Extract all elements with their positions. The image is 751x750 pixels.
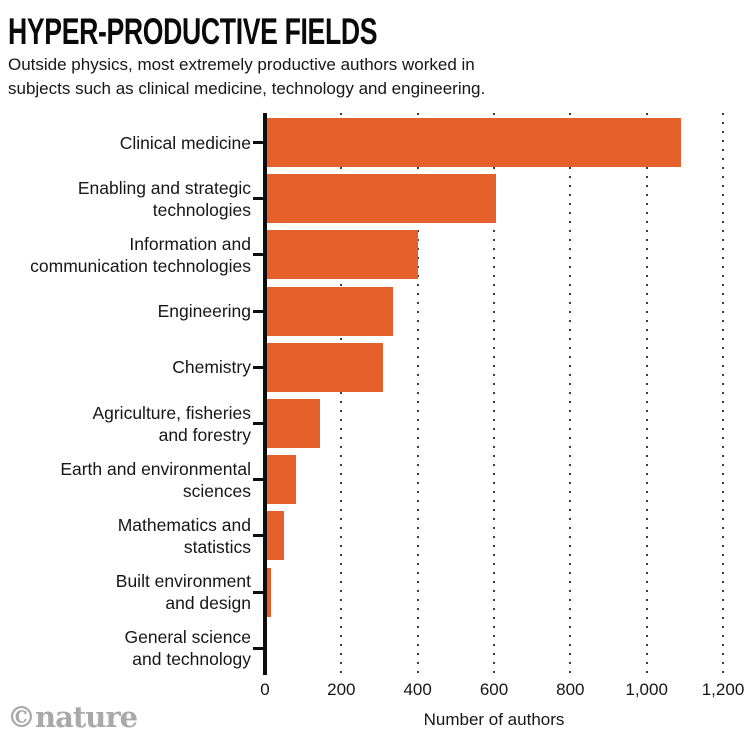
category-label: Chemistry (172, 357, 251, 378)
bar (265, 511, 285, 561)
x-tick-label: 200 (327, 680, 356, 699)
x-tick-label: 400 (403, 680, 432, 699)
gridline (493, 113, 495, 675)
bar (265, 174, 496, 224)
y-axis-tick (253, 590, 265, 594)
bar (265, 455, 296, 505)
y-axis-tick (253, 309, 265, 313)
gridline (645, 113, 648, 675)
x-tick-label: 800 (556, 680, 585, 699)
bar (265, 342, 384, 392)
chart-subtitle-line-1: Outside physics, most extremely producti… (8, 55, 475, 74)
y-axis-tick (253, 422, 265, 425)
bar (265, 118, 682, 167)
plot-area (253, 113, 724, 675)
x-tick-label: 600 (479, 680, 509, 699)
chart-title: HYPER-PRODUCTIVE FIELDS (8, 11, 378, 52)
y-axis-tick (253, 253, 265, 257)
category-label: Earth and environmental sciences (60, 458, 251, 501)
category-label: Engineering (157, 301, 251, 322)
gridline (416, 113, 419, 675)
y-axis-tick (253, 534, 265, 538)
x-tick-label: 1,200 (701, 680, 745, 699)
bar (265, 230, 418, 280)
y-axis-tick (253, 141, 265, 144)
y-axis-line (263, 113, 267, 675)
y-axis-tick (253, 365, 265, 369)
category-label: General science and technology (124, 627, 251, 670)
x-axis-title: Number of authors (423, 710, 565, 729)
y-axis-category-labels: Clinical medicine Enabling and strategic t… (0, 113, 251, 675)
bar (265, 567, 271, 617)
gridline (722, 113, 724, 675)
category-label: Built environment and design (115, 571, 251, 614)
x-axis-tick-labels: 0 200 400 600 800 1,000 1,200 (260, 680, 744, 702)
category-label: Enabling and strategic technologies (77, 177, 251, 220)
category-label: Mathematics and statistics (117, 514, 251, 557)
chart-subtitle-line-2: subjects such as clinical medicine, tech… (8, 78, 486, 98)
category-label: Information and communication technologie… (30, 233, 251, 276)
gridline (569, 113, 572, 675)
x-tick-label: 1,000 (625, 680, 668, 699)
bar (265, 286, 393, 336)
gridline (340, 113, 343, 675)
bar (265, 399, 321, 448)
category-label: Clinical medicine (119, 132, 251, 153)
nature-credit: ©nature (7, 700, 138, 734)
chart-subtitle: Outside physics, most extremely producti… (8, 53, 485, 100)
y-axis-tick (253, 197, 265, 201)
y-axis-tick (253, 478, 265, 482)
x-tick-label: 0 (260, 680, 270, 699)
y-axis-tick (253, 646, 265, 650)
category-label: Agriculture, fisheries and forestry (92, 402, 251, 445)
